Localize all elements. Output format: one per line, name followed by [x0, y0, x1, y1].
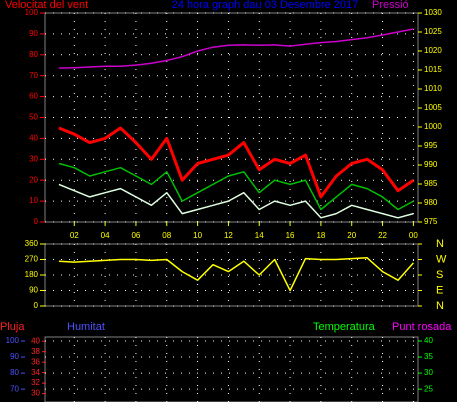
y-tick-label: 50: [29, 113, 38, 122]
y-tick-label: 100: [6, 336, 20, 345]
x-tick-label: 04: [101, 231, 110, 240]
chart-title: 24 hora graph dau 03 Desembre 2017: [172, 0, 359, 11]
y2-tick-label: 995: [424, 141, 438, 150]
x-tick-label: 14: [255, 231, 264, 240]
data-line: [58, 183, 414, 219]
y2-tick-label: 1010: [424, 84, 442, 93]
data-line: [58, 126, 415, 199]
y-tick-label: 360: [25, 239, 39, 248]
y-tick-label: 90: [10, 352, 19, 361]
y-tick-label: 36: [31, 357, 40, 366]
data-line: [58, 28, 414, 69]
x-tick-label: 16: [286, 231, 295, 240]
y2-tick-label: W: [436, 253, 447, 265]
x-tick-label: 06: [131, 231, 140, 240]
y2-tick-label: 1025: [424, 27, 442, 36]
y2-tick-label: N: [436, 300, 444, 312]
y-tick-label: 100: [25, 8, 39, 17]
axis-label: Humitat: [67, 321, 105, 333]
x-tick-label: 22: [378, 231, 387, 240]
y-tick-label: 10: [29, 196, 38, 205]
y2-tick-label: 1005: [424, 103, 442, 112]
y-tick-label: 25: [424, 384, 433, 393]
y-tick-label: 34: [31, 368, 40, 377]
y-tick-label: 30: [424, 368, 433, 377]
y2-tick-label: 1000: [424, 122, 442, 131]
x-tick-label: 00: [409, 231, 418, 240]
x-tick-label: 02: [70, 231, 79, 240]
data-line: [58, 162, 414, 211]
y-tick-label: 180: [25, 270, 39, 279]
y2-tick-label: 980: [424, 198, 438, 207]
axis-label: Temperatura: [313, 321, 376, 333]
x-tick-label: 12: [224, 231, 233, 240]
plot-frame: [44, 336, 419, 402]
y-tick-label: 30: [31, 389, 40, 398]
y2-tick-label: 990: [424, 160, 438, 169]
y2-tick-label: 1020: [424, 46, 442, 55]
y-tick-label: 32: [31, 378, 40, 387]
axis-label: Pluja: [0, 321, 25, 333]
legend-label: Punt rosada: [392, 321, 452, 333]
y-axis-label: Velocitat del vent: [5, 0, 88, 11]
y2-tick-label: 975: [424, 217, 438, 226]
y-tick-label: 0: [34, 301, 39, 310]
y-tick-label: 35: [424, 352, 433, 361]
y2-axis-label: Pressió: [372, 0, 409, 11]
y2-tick-label: N: [436, 238, 444, 250]
y-tick-label: 80: [10, 368, 19, 377]
x-tick-label: 18: [316, 231, 325, 240]
x-tick-label: 08: [162, 231, 171, 240]
y2-tick-label: S: [436, 269, 443, 281]
y-tick-label: 80: [29, 50, 38, 59]
y-tick-label: 90: [29, 29, 38, 38]
y-tick-label: 40: [424, 336, 433, 345]
y-tick-label: 20: [29, 175, 38, 184]
y-tick-label: 90: [29, 286, 38, 295]
y-tick-label: 70: [10, 384, 19, 393]
y-tick-label: 270: [25, 255, 39, 264]
y2-tick-label: 985: [424, 179, 438, 188]
x-tick-label: 10: [193, 231, 202, 240]
y-tick-label: 40: [31, 336, 40, 345]
x-tick-label: 20: [347, 231, 356, 240]
y-tick-label: 60: [29, 92, 38, 101]
y-tick-label: 40: [29, 134, 38, 143]
y2-tick-label: E: [436, 284, 443, 296]
y2-tick-label: 1030: [424, 8, 442, 17]
data-line: [58, 257, 414, 292]
y-tick-label: 30: [29, 154, 38, 163]
y2-tick-label: 1015: [424, 65, 442, 74]
y-tick-label: 38: [31, 347, 40, 356]
y-tick-label: 0: [34, 217, 39, 226]
y-tick-label: 70: [29, 71, 38, 80]
